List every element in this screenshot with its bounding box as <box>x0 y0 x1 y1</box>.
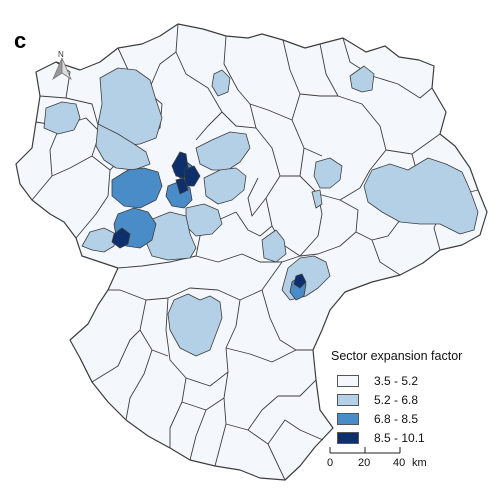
internal-boundaries <box>31 23 479 481</box>
north-arrow-icon: N <box>52 50 72 81</box>
legend-label-4: 8.5 - 10.1 <box>374 430 425 445</box>
legend-item-4: 8.5 - 10.1 <box>337 430 425 445</box>
legend-item-2: 5.2 - 6.8 <box>337 392 418 407</box>
panel-label: c <box>14 28 27 53</box>
legend-title: Sector expansion factor <box>331 349 463 363</box>
scale-tick-20: 20 <box>358 457 371 469</box>
scale-tick-40: 40 <box>393 457 406 469</box>
scale-unit: km <box>412 457 427 469</box>
class-8-5-10-1-regions <box>111 151 307 289</box>
legend-item-1: 3.5 - 5.2 <box>337 373 418 388</box>
legend-swatch-3 <box>337 412 359 425</box>
legend-item-3: 6.8 - 8.5 <box>337 411 418 426</box>
legend-swatch-2 <box>337 393 359 406</box>
north-arrow-letter: N <box>58 50 64 59</box>
legend-swatch-1 <box>337 374 359 387</box>
legend-label-1: 3.5 - 5.2 <box>374 373 419 388</box>
legend-label-2: 5.2 - 6.8 <box>374 392 419 407</box>
legend-swatch-4 <box>337 431 359 444</box>
scale-tick-0: 0 <box>327 457 334 469</box>
scale-bar: 0 20 40 km <box>320 441 430 475</box>
legend-label-3: 6.8 - 8.5 <box>374 411 419 426</box>
